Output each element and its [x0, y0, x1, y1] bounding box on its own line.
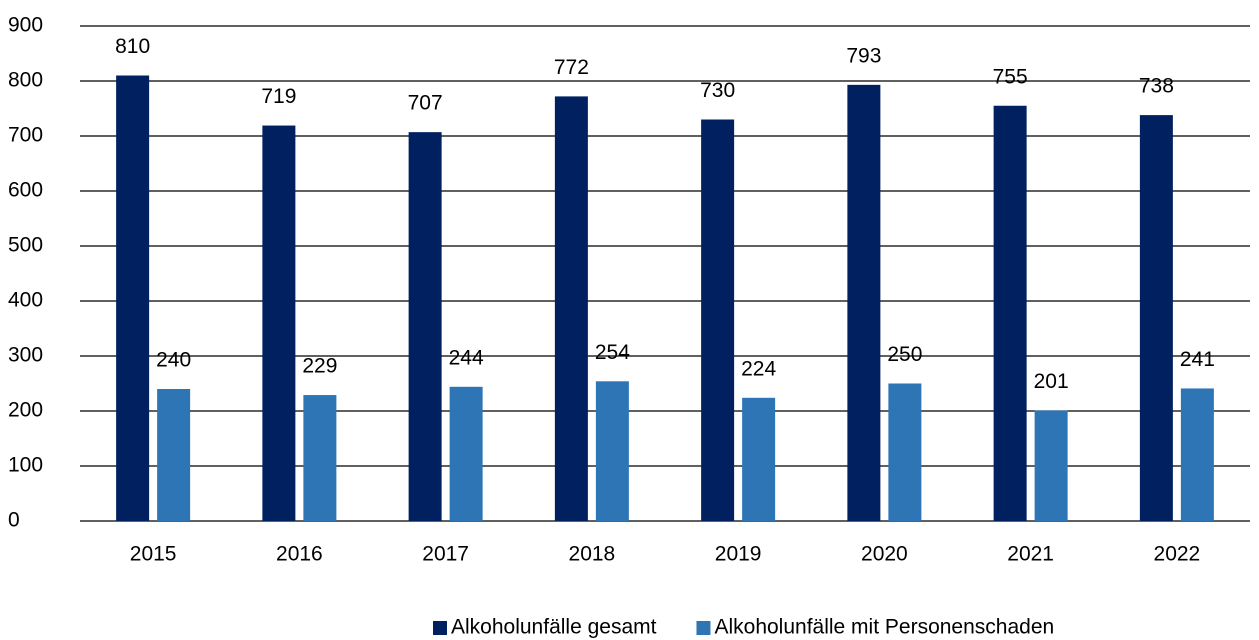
bar — [742, 397, 776, 521]
legend-swatch — [696, 621, 711, 635]
data-label: 201 — [1034, 370, 1069, 393]
data-label: 730 — [700, 79, 735, 102]
y-tick-label: 600 — [8, 179, 43, 202]
y-tick-label: 700 — [8, 124, 43, 147]
legend-swatch — [433, 621, 447, 635]
bar — [1034, 410, 1068, 521]
y-tick-label: 800 — [8, 69, 43, 92]
x-tick-label: 2018 — [569, 543, 616, 566]
data-label: 755 — [993, 65, 1028, 88]
legend-label: Alkoholunfälle gesamt — [451, 616, 657, 639]
y-tick-label: 100 — [8, 454, 43, 477]
data-label: 772 — [554, 56, 589, 79]
y-tick-label: 500 — [8, 234, 43, 257]
x-tick-label: 2015 — [130, 543, 177, 566]
y-tick-label: 400 — [8, 289, 43, 312]
bar — [701, 119, 735, 521]
x-tick-label: 2017 — [422, 543, 469, 566]
y-tick-label: 300 — [8, 344, 43, 367]
bar — [888, 383, 922, 521]
data-label: 793 — [846, 44, 881, 67]
y-tick-label: 900 — [8, 14, 43, 37]
bar — [1139, 115, 1173, 521]
y-tick-label: 0 — [8, 509, 20, 532]
bar — [595, 381, 629, 521]
bar — [303, 395, 337, 521]
data-label: 719 — [261, 85, 296, 108]
x-tick-label: 2016 — [276, 543, 323, 566]
data-label: 250 — [887, 343, 922, 366]
bar — [116, 75, 150, 521]
data-label: 244 — [449, 346, 484, 369]
x-tick-label: 2019 — [715, 543, 762, 566]
data-label: 240 — [156, 349, 191, 372]
bar — [993, 105, 1027, 521]
x-tick-label: 2021 — [1007, 543, 1054, 566]
bar — [554, 96, 588, 522]
data-label: 224 — [741, 357, 776, 380]
data-label: 254 — [595, 341, 630, 364]
data-label: 738 — [1139, 75, 1174, 98]
x-tick-label: 2022 — [1154, 543, 1201, 566]
bar — [408, 132, 442, 521]
data-label: 707 — [408, 92, 443, 115]
data-label: 241 — [1180, 348, 1215, 371]
bar — [1180, 388, 1214, 521]
data-label: 810 — [115, 35, 150, 58]
y-tick-label: 200 — [8, 399, 43, 422]
bar — [847, 84, 881, 521]
bar — [449, 386, 483, 521]
bar — [157, 389, 191, 521]
bar — [262, 125, 296, 522]
x-tick-label: 2020 — [861, 543, 908, 566]
data-label: 229 — [302, 355, 337, 378]
legend-label: Alkoholunfälle mit Personenschaden — [714, 616, 1054, 639]
